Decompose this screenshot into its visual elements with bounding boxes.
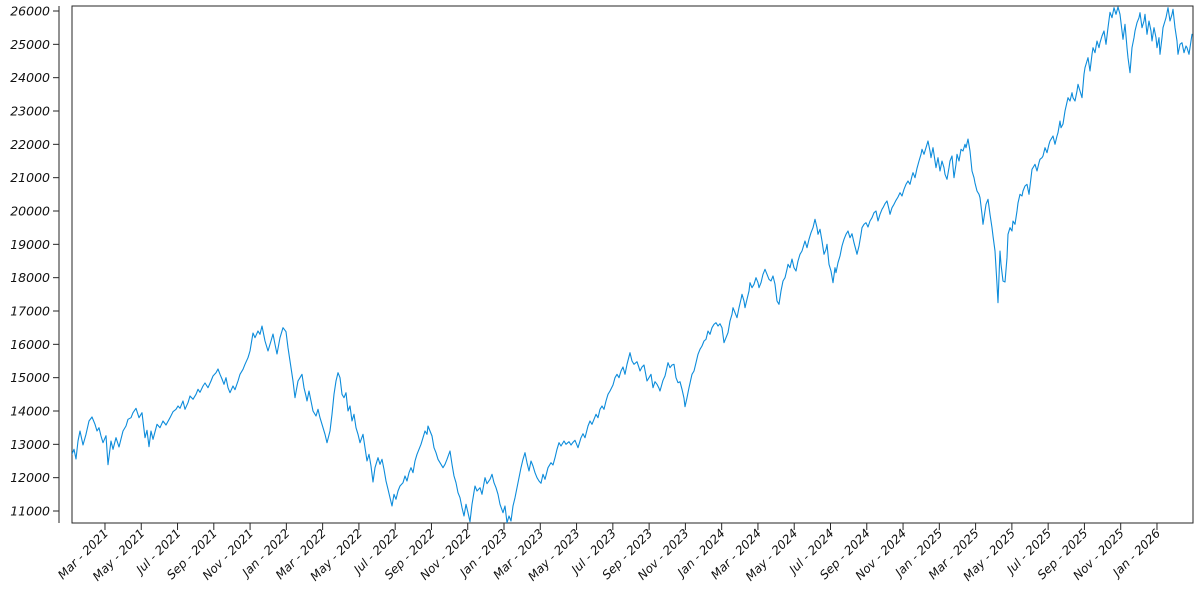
- y-tick-label: 21000: [10, 170, 50, 185]
- y-tick-label: 19000: [10, 237, 50, 252]
- y-tick-label: 18000: [10, 270, 50, 285]
- y-tick-label: 23000: [10, 104, 50, 119]
- y-tick-label: 22000: [10, 137, 50, 152]
- y-tick-label: 12000: [10, 470, 50, 485]
- plot-border: [71, 5, 1194, 524]
- y-tick-label: 17000: [10, 304, 50, 319]
- y-tick-label: 14000: [10, 404, 50, 419]
- y-tick-label: 16000: [10, 337, 50, 352]
- y-tick-label: 25000: [10, 37, 50, 52]
- y-tick-label: 11000: [10, 504, 50, 519]
- y-tick-label: 24000: [10, 70, 50, 85]
- y-tick-label: 15000: [10, 370, 50, 385]
- y-tick-label: 20000: [10, 204, 50, 219]
- y-tick-label: 26000: [10, 4, 50, 19]
- y-tick-label: 13000: [10, 437, 50, 452]
- price-line-series: [72, 6, 1193, 523]
